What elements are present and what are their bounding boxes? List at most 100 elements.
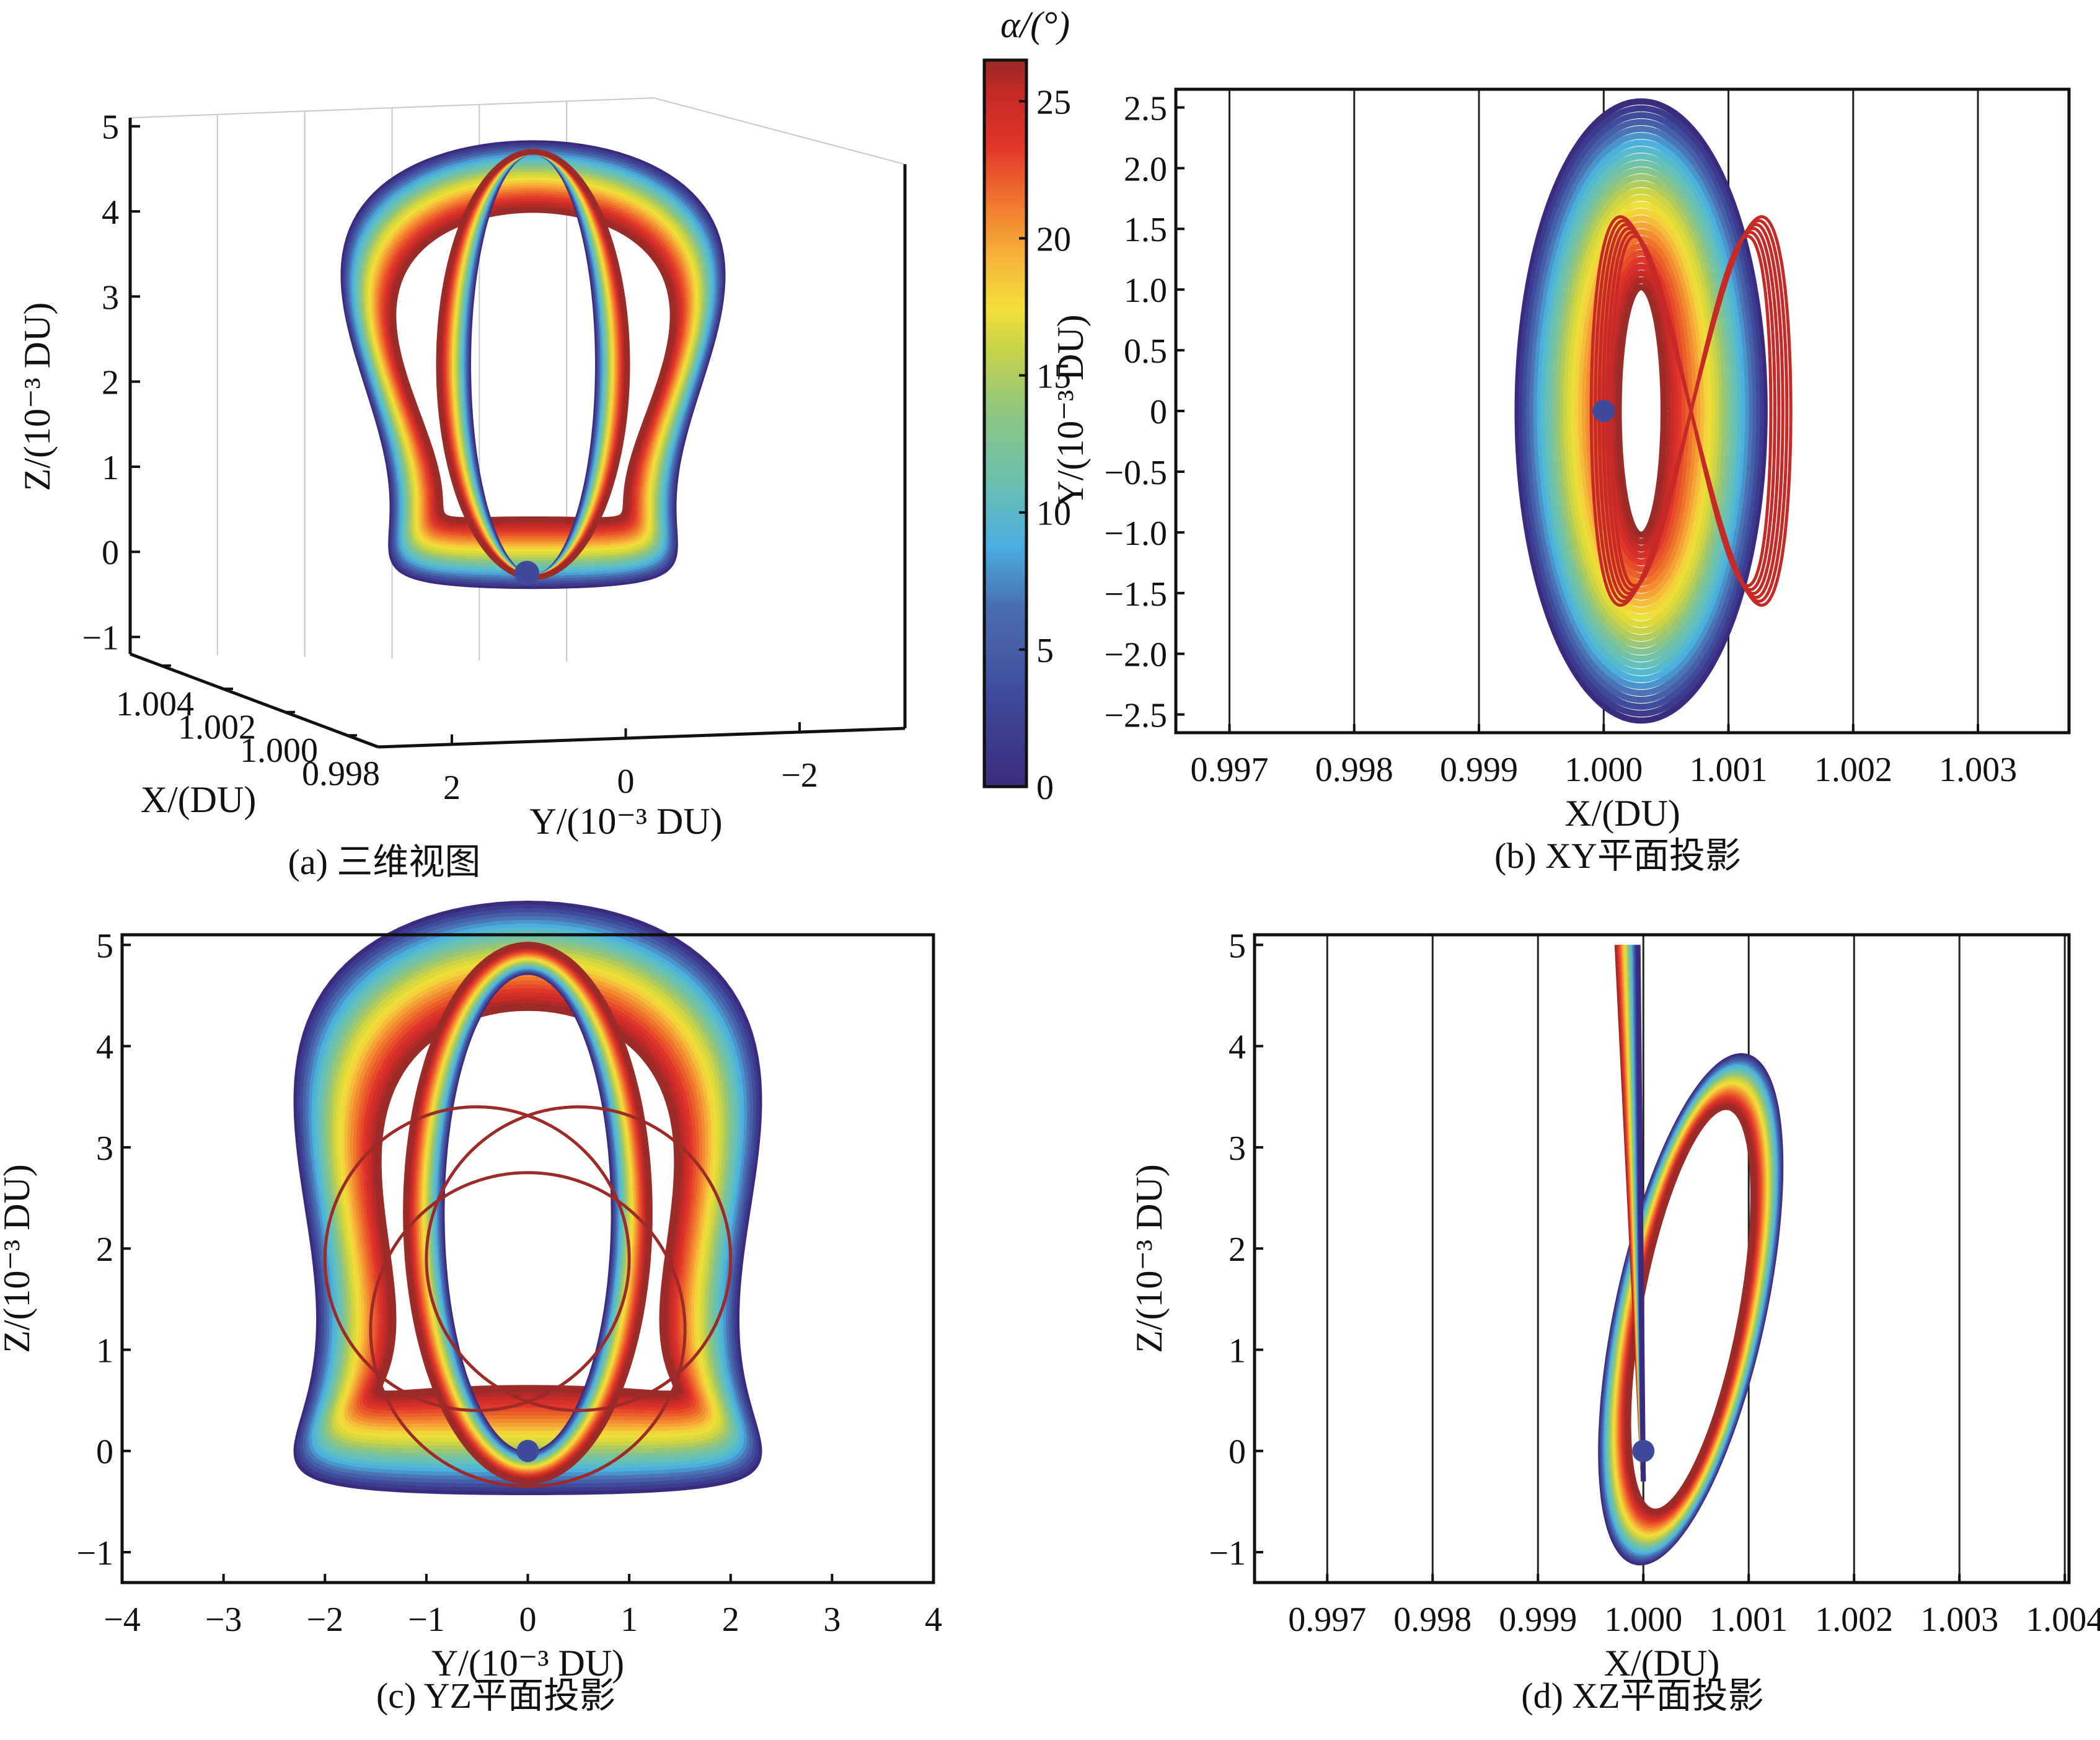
orbit-curve xyxy=(1559,180,1723,642)
orbit-curve xyxy=(390,206,676,524)
colorbar-tick-label: 15 xyxy=(1036,358,1071,396)
orbit-ring xyxy=(425,1105,733,1412)
plot-frame xyxy=(1253,933,2071,1584)
colorbar-tick-label: 5 xyxy=(1036,632,1054,670)
x-tick-label: 0.998 xyxy=(1393,1601,1471,1639)
z-axis-label: Z/(10⁻³ DU) xyxy=(17,303,58,492)
x-tick-label: 1.001 xyxy=(1710,1601,1788,1639)
orbit-curve xyxy=(1612,277,1670,545)
y-tick-label: 2 xyxy=(1229,1230,1246,1269)
colorbar-tick-label: 10 xyxy=(1036,495,1071,533)
colorbar-tick-label: 0 xyxy=(1036,769,1054,807)
y-axis-label: Y/(10⁻³ DU) xyxy=(529,801,722,842)
panel-b-xy-projection: 0.997 0.998 0.999 1.000 1.001 1.002 1.003 2.5 2.… xyxy=(1050,87,2071,834)
primary-body-marker xyxy=(1632,1439,1655,1462)
colorbar-tick-label: 20 xyxy=(1036,220,1071,258)
x-tick-label: 0.998 xyxy=(302,754,380,793)
x-axis-label: X/(DU) xyxy=(141,779,257,820)
x-axis-label: Y/(10⁻³ DU) xyxy=(431,1643,624,1684)
x-axis-label: X/(DU) xyxy=(1604,1643,1720,1684)
x-tick-label: 0 xyxy=(519,1601,537,1639)
y-tick-label: −0.5 xyxy=(1104,454,1167,492)
primary-body-marker xyxy=(514,560,539,586)
y-tick-label: 3 xyxy=(96,1129,113,1168)
x-axis-label: X/(DU) xyxy=(1564,793,1680,834)
y-tick-label: 0 xyxy=(1229,1433,1246,1472)
x-tick-label: 0.999 xyxy=(1440,751,1518,789)
x-tick-label: 1.004 xyxy=(116,685,194,723)
x-tick-label: 0.998 xyxy=(1315,751,1393,789)
primary-body-marker xyxy=(516,1439,539,1462)
y-tick-label: −1 xyxy=(76,1534,113,1573)
orbit-curve xyxy=(1514,98,1768,724)
x-axis xyxy=(130,652,379,749)
y-tick-label: 5 xyxy=(1229,927,1246,965)
orbit-curve xyxy=(436,149,630,580)
x-tick-label: 1.002 xyxy=(178,708,256,746)
colorbar-title: α/(°) xyxy=(1000,4,1070,45)
z-tick-label: 1 xyxy=(102,449,119,487)
y-tick-label: 2.0 xyxy=(1124,150,1167,188)
plot-frame xyxy=(1174,87,2071,735)
panel-c-yz-projection: −4 −3 −2 −1 0 1 2 3 4 5 4 3 2 1 0 −1 Y/(10⁻³ DU) Z/(10⁻³ … xyxy=(0,901,942,1684)
orbit-curve xyxy=(1522,112,1760,710)
figure-eight-orbit xyxy=(1589,215,1793,607)
orbit-curve xyxy=(1582,222,1701,600)
colorbar-gradient xyxy=(982,58,1028,788)
colorbar: α/(°) 0 5 10 15 20 25 xyxy=(982,4,1071,807)
y-axis-label: Y/(10⁻³ DU) xyxy=(1050,314,1091,507)
x-tick-label: 1.002 xyxy=(1815,1601,1893,1639)
y-tick-label: −1 xyxy=(1209,1534,1246,1573)
orbit-curve xyxy=(1525,118,1757,704)
orbit-curve xyxy=(1555,174,1727,648)
orbit-curve xyxy=(1533,133,1749,689)
orbit-curve xyxy=(1586,229,1697,593)
y-tick-label: −1.5 xyxy=(1104,575,1167,614)
panel-d-xz-projection: 0.997 0.998 0.999 1.000 1.001 1.002 1.003 1.004… xyxy=(1129,927,2100,1684)
orbit-curve xyxy=(1578,215,1705,607)
x-tick-label: 4 xyxy=(925,1601,942,1639)
y-axis xyxy=(377,726,906,749)
y-tick-label: 4 xyxy=(96,1028,113,1067)
caption-a: (a) 三维视图 xyxy=(288,842,481,882)
z-tick-label: −1 xyxy=(82,619,119,658)
y-tick-label: 1 xyxy=(1229,1331,1246,1370)
y-tick-label: 3 xyxy=(1229,1129,1246,1168)
x-tick-label: −3 xyxy=(205,1601,242,1639)
x-tick-label: 0.999 xyxy=(1499,1601,1577,1639)
colorbar-tick-label: 25 xyxy=(1036,83,1071,121)
caption-d: (d) XZ平面投影 xyxy=(1521,1676,1763,1716)
z-tick-label: 3 xyxy=(102,278,119,317)
x-tick-label: 1.001 xyxy=(1690,751,1768,789)
z-tick-label: 5 xyxy=(102,108,119,147)
y-tick-label: 1 xyxy=(96,1331,113,1370)
y-tick-label: 2 xyxy=(96,1230,113,1269)
y-tick-label: 0.5 xyxy=(1124,332,1167,371)
x-tick-label: 2 xyxy=(722,1601,739,1639)
orbit-curve xyxy=(1615,284,1667,538)
y-tick-label: −1.0 xyxy=(1104,514,1167,553)
caption-b: (b) XY平面投影 xyxy=(1494,836,1741,876)
plot-frame xyxy=(120,933,935,1584)
y-tick-label: 1.5 xyxy=(1124,211,1167,249)
orbit-curve xyxy=(1574,208,1708,614)
orbit-curve xyxy=(1551,167,1731,655)
orbit-curve xyxy=(1537,139,1745,682)
orbit-ring xyxy=(323,1105,631,1412)
orbit-curve xyxy=(403,942,653,1485)
y-tick-label: 2.5 xyxy=(1124,89,1167,128)
y-tick-label: 5 xyxy=(96,927,113,965)
y-tick-label: −2.5 xyxy=(1104,697,1167,735)
z-tick-label: 0 xyxy=(102,534,119,572)
primary-body-marker xyxy=(1592,400,1615,422)
orbit-ring xyxy=(369,1171,687,1488)
y-tick-label: 4 xyxy=(1229,1028,1246,1067)
x-tick-label: 1 xyxy=(620,1601,638,1639)
x-tick-label: 1.000 xyxy=(1564,751,1643,789)
orbit-curve xyxy=(1625,1103,1757,1515)
orbit-curve xyxy=(1544,153,1738,669)
orbit-curve xyxy=(1540,146,1742,676)
y-tick-label: 2 xyxy=(443,769,461,807)
